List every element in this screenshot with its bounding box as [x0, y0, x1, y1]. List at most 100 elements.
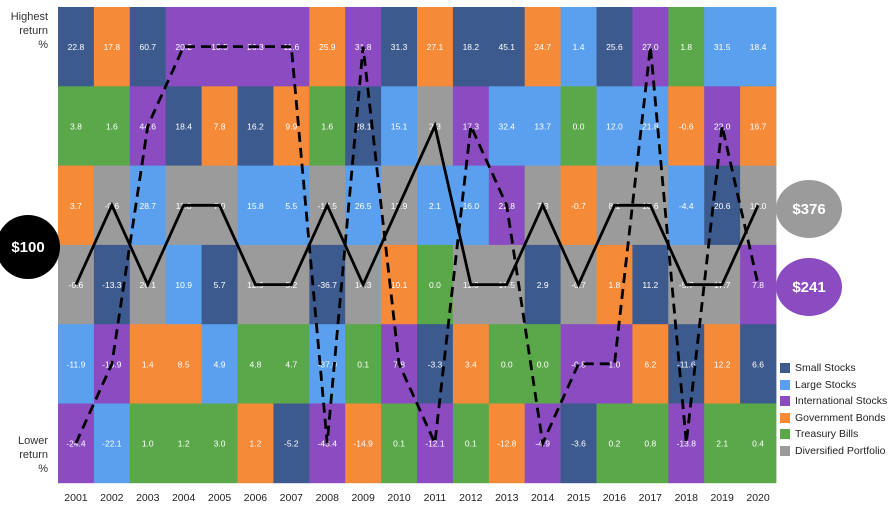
heatmap-cell: [309, 403, 346, 484]
heatmap-cell: [165, 244, 202, 325]
heatmap-cell: [309, 86, 346, 166]
cell-value-label: -0.6: [679, 121, 694, 131]
cell-value-label: 3.8: [70, 121, 82, 131]
cell-value-label: -12.8: [497, 439, 517, 449]
heatmap-cell: [273, 86, 310, 166]
heatmap-cell: [129, 403, 167, 484]
y-axis-bottom-label: Lower return %: [18, 434, 48, 476]
cell-value-label: 45.1: [498, 42, 515, 52]
heatmap-cell: [273, 403, 310, 484]
cell-value-label: 3.4: [465, 359, 477, 369]
heatmap-cell: [58, 403, 95, 484]
heatmap-cell: [381, 86, 418, 166]
cell-value-label: 0.8: [644, 439, 656, 449]
heatmap-cell: [632, 403, 669, 484]
cell-value-label: 20.6: [714, 201, 731, 211]
cell-value-label: 6.2: [644, 359, 656, 369]
cell-value-label: 22.8: [68, 42, 85, 52]
cell-value-label: -13.3: [102, 280, 122, 290]
cell-value-label: 0.0: [501, 359, 513, 369]
cell-value-label: 2.9: [537, 280, 549, 290]
legend-item: Treasury Bills: [780, 426, 887, 443]
cell-value-label: 28.1: [355, 121, 372, 131]
legend-item: Small Stocks: [780, 360, 887, 377]
cell-value-label: 17.3: [463, 121, 480, 131]
cell-value-label: 25.9: [319, 42, 336, 52]
cell-value-label: 10.1: [391, 280, 408, 290]
cell-value-label: 1.0: [609, 359, 621, 369]
x-tick-label: 2014: [531, 492, 555, 504]
heatmap-cell: [524, 7, 561, 87]
cell-value-label: 17.8: [104, 42, 121, 52]
heatmap-cell: [524, 244, 561, 325]
legend-item: Diversified Portfolio: [780, 443, 887, 460]
cell-value-label: 3.0: [214, 439, 226, 449]
cell-value-label: 4.9: [214, 359, 226, 369]
x-tick-label: 2004: [172, 492, 196, 504]
x-tick-label: 2009: [351, 492, 375, 504]
cell-value-label: 12.2: [714, 359, 731, 369]
heatmap-cell: [381, 403, 418, 484]
heatmap-cell: [93, 403, 131, 484]
cell-value-label: 7.8: [752, 280, 764, 290]
heatmap-cell: [237, 324, 274, 404]
heatmap-cell: [668, 403, 705, 484]
heatmap-cell: [560, 165, 597, 246]
cell-value-label: 20.2: [175, 42, 192, 52]
heatmap-cell: [560, 403, 597, 484]
cell-value-label: -43.4: [318, 439, 338, 449]
cell-value-label: -11.9: [67, 359, 86, 369]
heatmap-cell: [740, 324, 777, 404]
heatmap-cell: [237, 165, 274, 246]
cell-value-label: 18.4: [750, 42, 767, 52]
heatmap-cell: [632, 324, 669, 404]
cell-value-label: 4.7: [285, 359, 297, 369]
x-tick-label: 2016: [603, 492, 627, 504]
heatmap-cell: [560, 7, 597, 87]
x-tick-label: 2007: [280, 492, 304, 504]
y-top-label-line: Highest: [10, 11, 48, 23]
cell-value-label: 0.0: [537, 359, 549, 369]
heatmap-cell: [201, 86, 238, 166]
heatmap-cell: [704, 324, 741, 404]
cell-value-label: -0.7: [571, 201, 586, 211]
heatmap-cell: [381, 244, 418, 325]
legend-label: Small Stocks: [795, 362, 856, 375]
heatmap-cell: [165, 403, 202, 484]
cell-value-label: 1.2: [250, 439, 262, 449]
cell-value-label: 18.4: [175, 121, 192, 131]
cell-value-label: 12.0: [606, 121, 623, 131]
heatmap-cell: [165, 86, 202, 166]
cell-value-label: 26.5: [355, 201, 372, 211]
legend-label: Government Bonds: [795, 411, 886, 424]
cell-value-label: 1.8: [609, 280, 621, 290]
cell-value-label: -3.3: [428, 359, 443, 369]
heatmap-cell: [237, 86, 274, 166]
x-tick-label: 2019: [710, 492, 734, 504]
cell-value-label: 1.6: [106, 121, 118, 131]
cell-value-label: 18.2: [463, 42, 480, 52]
cell-value-label: 1.2: [178, 439, 190, 449]
heatmap-cell: [668, 86, 705, 166]
legend-swatch: [780, 412, 790, 423]
heatmap-cell: [93, 7, 131, 87]
x-tick-label: 2002: [100, 492, 124, 504]
x-tick-label: 2003: [136, 492, 160, 504]
y-top-label-line: return: [19, 25, 48, 37]
heatmap-cell: [560, 86, 597, 166]
x-tick-label: 2001: [64, 492, 88, 504]
heatmap-cell: [58, 165, 95, 246]
x-tick-label: 2008: [316, 492, 340, 504]
cell-value-label: 0.1: [465, 439, 477, 449]
heatmap-cell: [596, 7, 633, 87]
legend-swatch: [780, 379, 790, 390]
heatmap-cell: [452, 324, 490, 404]
x-tick-label: 2006: [244, 492, 268, 504]
cell-value-label: 0.4: [752, 439, 764, 449]
cell-value-label: -0.8: [571, 359, 586, 369]
legend-swatch: [780, 396, 790, 407]
cell-value-label: 1.8: [680, 42, 692, 52]
cell-value-label: 2.1: [429, 201, 441, 211]
x-tick-label: 2017: [639, 492, 663, 504]
